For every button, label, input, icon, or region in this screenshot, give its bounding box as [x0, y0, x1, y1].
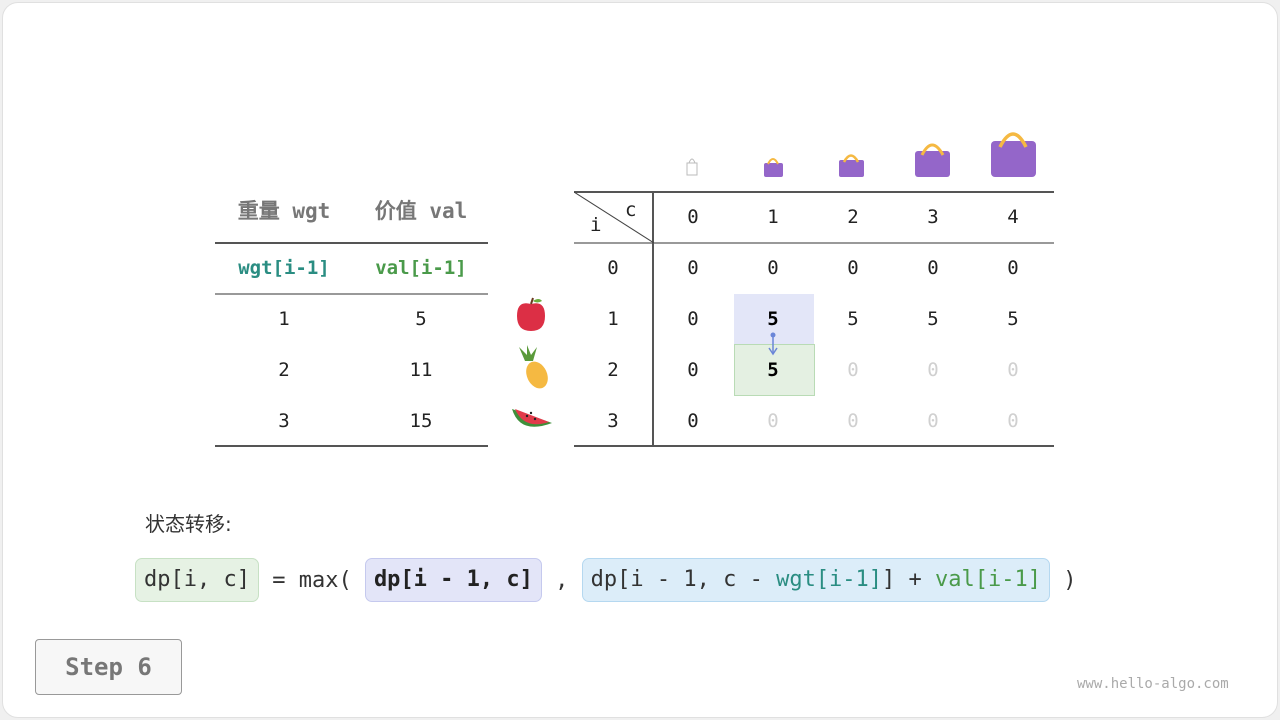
- divider: [652, 192, 654, 446]
- value-cell: 15: [409, 410, 433, 432]
- step-button[interactable]: Step 6: [35, 639, 182, 695]
- divider: [574, 445, 1054, 447]
- row-header: 3: [607, 410, 619, 432]
- dp-cell: 0: [847, 359, 859, 381]
- divider: [215, 293, 488, 295]
- divider: [215, 242, 488, 244]
- divider: [215, 445, 488, 447]
- pineapple-icon: [519, 345, 548, 389]
- col-header: 2: [847, 206, 859, 228]
- bag-2-icon: [839, 154, 864, 177]
- bag-3-icon: [915, 143, 950, 177]
- dp-cell: 0: [847, 257, 859, 279]
- formula-lhs: dp[i, c]: [135, 558, 259, 602]
- fruit-icons: [512, 297, 552, 427]
- dp-cell: 5: [847, 308, 859, 330]
- dp-cell: 0: [1007, 410, 1019, 432]
- header-weight: 重量 wgt: [237, 199, 331, 223]
- transition-formula: dp[i, c] = max( dp[i - 1, c] , dp[i - 1,…: [135, 558, 1077, 602]
- col-header: 4: [1007, 206, 1019, 228]
- col-header: 0: [687, 206, 699, 228]
- target-highlight: [734, 344, 815, 396]
- weight-cell: 3: [278, 410, 290, 432]
- dp-cell: 0: [687, 308, 699, 330]
- formula-text: ] +: [882, 567, 936, 592]
- col-header: 1: [767, 206, 779, 228]
- row-header: 1: [607, 308, 619, 330]
- formula-val: val[i-1]: [935, 567, 1041, 592]
- formula-wgt: wgt[i-1]: [776, 567, 883, 592]
- dp-cell: 0: [927, 410, 939, 432]
- bag-4-icon: [991, 132, 1036, 177]
- bag-icons-row: [686, 132, 1036, 177]
- dp-cell: 0: [927, 359, 939, 381]
- dp-cell: 0: [847, 410, 859, 432]
- weight-cell: 1: [278, 308, 290, 330]
- dp-cell: 5: [1007, 308, 1019, 330]
- transition-label: 状态转移:: [145, 512, 232, 536]
- formula-comma: ,: [541, 567, 582, 593]
- formula-eq: = max(: [258, 567, 365, 593]
- bag-1-icon: [764, 158, 783, 177]
- dp-cell: 5: [927, 308, 939, 330]
- dp-cell: 0: [767, 257, 779, 279]
- col-header: 3: [927, 206, 939, 228]
- watermark: www.hello-algo.com: [1077, 676, 1229, 692]
- dp-cell: 5: [767, 308, 779, 330]
- formula-close: ): [1050, 567, 1077, 593]
- dp-cell: 5: [767, 359, 779, 381]
- watermelon-icon: [512, 409, 552, 427]
- corner-c: c: [625, 199, 637, 221]
- header-value: 价值 val: [374, 199, 468, 223]
- formula-text: dp[i - 1, c -: [590, 567, 777, 592]
- formula-option-1: dp[i - 1, c]: [364, 558, 542, 602]
- transition-arrow-icon: [768, 332, 778, 356]
- bag-empty-icon: [686, 158, 698, 176]
- dp-cell: 0: [687, 410, 699, 432]
- subheader-val: val[i-1]: [375, 257, 467, 279]
- weight-cell: 2: [278, 359, 290, 381]
- dp-cell: 0: [927, 257, 939, 279]
- dp-cell: 0: [1007, 257, 1019, 279]
- divider: [574, 191, 1054, 193]
- formula-option-2: dp[i - 1, c - wgt[i-1]] + val[i-1]: [581, 558, 1050, 602]
- apple-icon: [517, 297, 545, 331]
- dp-cell: 0: [767, 410, 779, 432]
- dp-cell: 0: [687, 257, 699, 279]
- divider: [574, 242, 1054, 244]
- subheader-wgt: wgt[i-1]: [238, 257, 330, 279]
- row-header: 0: [607, 257, 619, 279]
- corner-diagonal: [574, 192, 654, 243]
- row-header: 2: [607, 359, 619, 381]
- corner-i: i: [590, 214, 602, 236]
- value-cell: 11: [409, 359, 433, 381]
- dp-cell: 0: [687, 359, 699, 381]
- dp-cell: 0: [1007, 359, 1019, 381]
- value-cell: 5: [415, 308, 427, 330]
